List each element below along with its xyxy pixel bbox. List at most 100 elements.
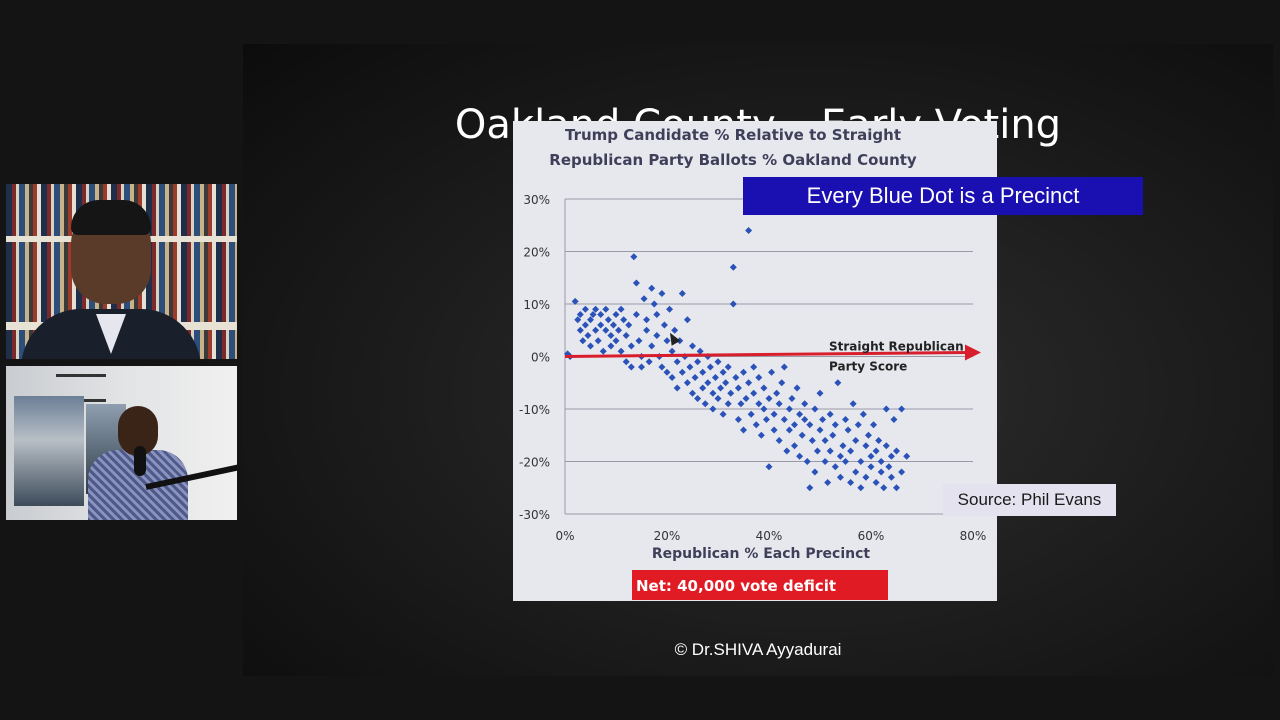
data-point bbox=[890, 416, 898, 423]
data-point bbox=[783, 447, 791, 455]
data-point bbox=[691, 374, 699, 381]
data-point bbox=[714, 395, 722, 402]
data-point bbox=[597, 321, 605, 329]
data-point bbox=[849, 400, 857, 408]
data-point bbox=[826, 447, 834, 455]
data-point bbox=[831, 463, 839, 471]
data-point bbox=[819, 416, 827, 423]
data-point bbox=[622, 332, 630, 339]
data-point bbox=[587, 316, 594, 324]
y-tick-label: 10% bbox=[523, 298, 550, 312]
data-point bbox=[678, 290, 686, 297]
data-point bbox=[829, 431, 837, 439]
data-point bbox=[780, 363, 788, 371]
data-point bbox=[765, 463, 773, 471]
data-point bbox=[729, 300, 737, 308]
data-point bbox=[785, 405, 793, 413]
data-point bbox=[627, 363, 635, 371]
data-point bbox=[778, 379, 786, 387]
data-point bbox=[607, 342, 615, 350]
data-point bbox=[808, 437, 816, 444]
data-point bbox=[650, 300, 658, 308]
data-point bbox=[709, 405, 717, 413]
data-point bbox=[816, 426, 824, 434]
data-point bbox=[640, 295, 648, 303]
data-point bbox=[803, 458, 811, 465]
net-deficit-label: Net: 40,000 vote deficit bbox=[636, 577, 836, 595]
data-point bbox=[673, 358, 681, 366]
data-point bbox=[813, 447, 821, 455]
y-tick-label: 0% bbox=[531, 351, 550, 365]
data-point bbox=[576, 311, 584, 318]
data-point bbox=[589, 311, 597, 318]
data-point bbox=[796, 452, 804, 460]
data-point bbox=[887, 452, 895, 460]
data-point bbox=[620, 316, 628, 324]
x-tick-label: 20% bbox=[654, 529, 681, 543]
data-point bbox=[824, 479, 832, 486]
data-point bbox=[760, 405, 768, 413]
data-point bbox=[696, 347, 704, 355]
y-tick-label: 30% bbox=[523, 193, 550, 207]
data-point bbox=[617, 347, 625, 355]
data-point bbox=[898, 468, 906, 476]
data-point bbox=[737, 400, 745, 408]
data-point bbox=[604, 316, 612, 324]
data-point bbox=[740, 426, 747, 434]
data-point bbox=[857, 458, 865, 465]
data-point bbox=[893, 447, 900, 455]
data-point bbox=[607, 332, 615, 339]
data-point bbox=[704, 379, 712, 387]
data-point bbox=[683, 316, 691, 324]
data-point bbox=[694, 358, 702, 366]
host-video-tile[interactable] bbox=[6, 366, 237, 520]
y-tick-label: -20% bbox=[519, 456, 550, 470]
data-point bbox=[668, 374, 676, 381]
data-point bbox=[811, 468, 819, 476]
data-point bbox=[711, 374, 719, 381]
data-point bbox=[602, 305, 610, 313]
data-point bbox=[780, 416, 788, 423]
hair bbox=[71, 200, 151, 235]
data-point bbox=[834, 379, 842, 387]
data-point bbox=[643, 326, 651, 334]
data-point bbox=[806, 421, 814, 429]
data-point bbox=[842, 416, 849, 423]
data-point bbox=[701, 400, 709, 408]
data-point bbox=[648, 342, 656, 350]
data-point bbox=[676, 337, 684, 345]
data-point bbox=[678, 368, 686, 376]
data-point bbox=[762, 416, 770, 423]
data-point bbox=[788, 395, 796, 402]
data-point bbox=[729, 263, 737, 271]
data-point bbox=[592, 326, 600, 334]
x-tick-label: 40% bbox=[756, 529, 783, 543]
data-point bbox=[587, 342, 594, 350]
data-point bbox=[864, 431, 872, 439]
data-point bbox=[821, 437, 829, 444]
data-point bbox=[724, 363, 732, 371]
data-point bbox=[872, 479, 880, 486]
data-point bbox=[571, 297, 579, 305]
data-point bbox=[898, 405, 906, 413]
data-point bbox=[602, 326, 610, 334]
data-point bbox=[750, 389, 758, 397]
data-point bbox=[742, 395, 750, 402]
data-point bbox=[668, 347, 676, 355]
data-point bbox=[584, 332, 592, 339]
data-point bbox=[579, 337, 587, 345]
data-point bbox=[882, 442, 890, 450]
data-point bbox=[727, 389, 735, 397]
presenter-figure bbox=[21, 200, 201, 359]
x-tick-label: 60% bbox=[858, 529, 885, 543]
data-point bbox=[663, 337, 671, 345]
data-point bbox=[831, 421, 839, 429]
data-point bbox=[867, 463, 875, 471]
callout-banner: Every Blue Dot is a Precinct bbox=[743, 177, 1143, 215]
data-point bbox=[862, 442, 870, 450]
data-point bbox=[653, 311, 661, 318]
presenter-video-tile[interactable] bbox=[6, 184, 237, 359]
data-point bbox=[870, 421, 878, 429]
data-point bbox=[612, 311, 620, 318]
data-point bbox=[660, 321, 668, 329]
